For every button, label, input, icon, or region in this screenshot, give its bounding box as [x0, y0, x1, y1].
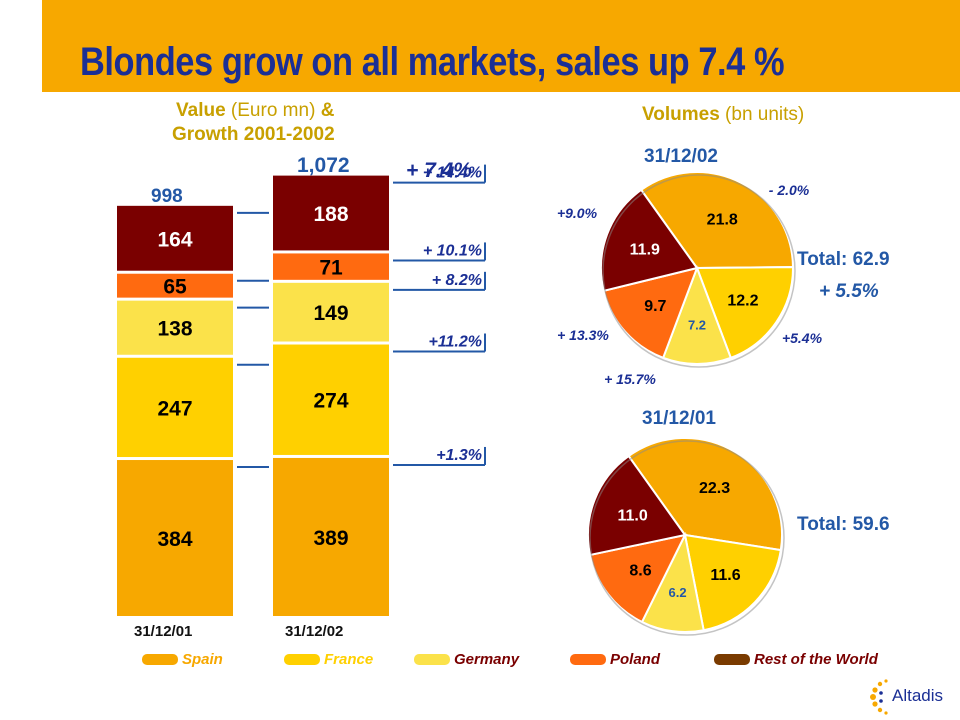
bar-value-label: 384	[157, 528, 192, 551]
legend-france: France	[284, 650, 374, 668]
bar-category-2001: 31/12/01	[134, 623, 193, 640]
header-left-margin	[0, 0, 42, 92]
pie-growth-label-france: +5.4%	[782, 330, 823, 346]
bar-rest-of-the-world-31-12-01	[117, 205, 233, 271]
bar-total-2001: 998	[151, 186, 183, 207]
legend-label-poland: Poland	[610, 650, 661, 668]
growth-label-spain: +1.3%	[436, 447, 482, 464]
pie-slice-spain	[627, 437, 783, 552]
bar-value-label: 71	[319, 257, 343, 280]
pie-2001-title: 31/12/01	[642, 408, 716, 429]
altadis-logo-icon	[870, 679, 888, 715]
legend-swatch-rest-of-world	[714, 653, 750, 665]
bar-spain-31-12-01	[117, 460, 233, 616]
slide-title: Blondes grow on all markets, sales up 7.…	[80, 40, 785, 84]
bar-germany-31-12-01	[117, 300, 233, 355]
altadis-logo-text: Altadis	[892, 686, 944, 705]
bar-value-label: 149	[313, 302, 348, 325]
value-header-amp: &	[320, 100, 335, 121]
volumes-header: Volumes (bn units)	[642, 104, 804, 126]
bar-rest-of-the-world-31-12-02	[273, 175, 389, 251]
bar-value-label: 138	[157, 318, 192, 341]
pie-value-label: 21.8	[707, 211, 738, 228]
bar-france-31-12-01	[117, 357, 233, 458]
bar-poland-31-12-02	[273, 253, 389, 280]
pie-slice-france	[683, 533, 782, 632]
total-growth: + 7.4%	[406, 159, 472, 182]
bar-value-label: 65	[163, 276, 187, 299]
growth-label-rest-of-the-world: + 14.4%	[423, 165, 482, 182]
bar-value-label: 389	[313, 527, 348, 550]
pie-value-label: 22.3	[699, 480, 730, 497]
pie-slice-rest-of-the-world	[600, 188, 699, 293]
bar-france-31-12-02	[273, 344, 389, 455]
pie-value-label: 6.2	[669, 585, 687, 600]
legend-spain: Spain	[142, 650, 223, 668]
pie-2002-total-growth: + 5.5%	[819, 281, 879, 302]
pie-slice-germany	[661, 265, 733, 365]
bar-poland-31-12-01	[117, 273, 233, 298]
pie-2002-title: 31/12/02	[644, 146, 718, 167]
pie-shadow	[589, 440, 785, 636]
bar-total-2002: 1,072	[297, 154, 350, 177]
bar-spain-31-12-02	[273, 457, 389, 616]
value-header-bold: Value	[176, 100, 226, 121]
legend-germany: Germany	[414, 650, 520, 668]
pie-value-label: 8.6	[629, 562, 651, 579]
legend-label-spain: Spain	[182, 650, 223, 668]
volumes-header-unit: (bn units)	[719, 104, 805, 125]
header-bar	[0, 0, 960, 92]
bar-value-label: 188	[313, 203, 348, 226]
pie-shadow	[602, 174, 796, 368]
growth-label-poland: + 10.1%	[423, 242, 482, 259]
value-header-unit: (Euro mn)	[225, 100, 321, 121]
legend-swatch-france	[284, 653, 320, 665]
pie-value-label: 9.7	[644, 298, 666, 315]
pie-value-label: 12.2	[727, 292, 758, 309]
legend-label-france: France	[324, 650, 374, 668]
legend-swatch-poland	[570, 653, 606, 665]
pie-value-label: 11.6	[710, 567, 740, 584]
pie-2002-total: Total: 62.9	[797, 249, 890, 270]
pie-value-label: 7.2	[688, 318, 706, 333]
growth-label-germany: + 8.2%	[432, 272, 482, 289]
pie-slice-rest-of-the-world	[587, 454, 687, 557]
legend-swatch-spain	[142, 653, 178, 665]
bar-value-label: 274	[313, 390, 348, 413]
pie-value-label: 11.9	[630, 242, 660, 259]
bar-value-label: 164	[157, 228, 192, 251]
bar-germany-31-12-02	[273, 282, 389, 342]
pie-growth-label-rest-of-the-world: +9.0%	[557, 205, 598, 221]
bar-category-2002: 31/12/02	[285, 623, 344, 640]
legend-label-germany: Germany	[454, 650, 520, 668]
pie-growth-label-poland: + 13.3%	[557, 327, 609, 343]
legend-label-rest-of-world: Rest of the World	[754, 650, 878, 668]
volumes-header-bold: Volumes	[642, 104, 720, 125]
growth-label-france: +11.2%	[428, 334, 482, 351]
pie-2001-total: Total: 59.6	[797, 514, 890, 535]
legend-rest-of-world: Rest of the World	[714, 650, 878, 668]
value-header-line1: Value (Euro mn) &	[176, 100, 334, 122]
pie-slice-spain	[639, 171, 795, 270]
bar-value-label: 247	[157, 397, 192, 420]
pie-growth-label-spain: - 2.0%	[769, 182, 810, 198]
pie-growth-label-germany: + 15.7%	[604, 371, 656, 387]
pie-value-label: 11.0	[617, 508, 647, 525]
value-header-line2: Growth 2001-2002	[172, 124, 335, 145]
legend-swatch-germany	[414, 653, 450, 665]
pie-slice-france	[695, 266, 794, 360]
legend-poland: Poland	[570, 650, 661, 668]
